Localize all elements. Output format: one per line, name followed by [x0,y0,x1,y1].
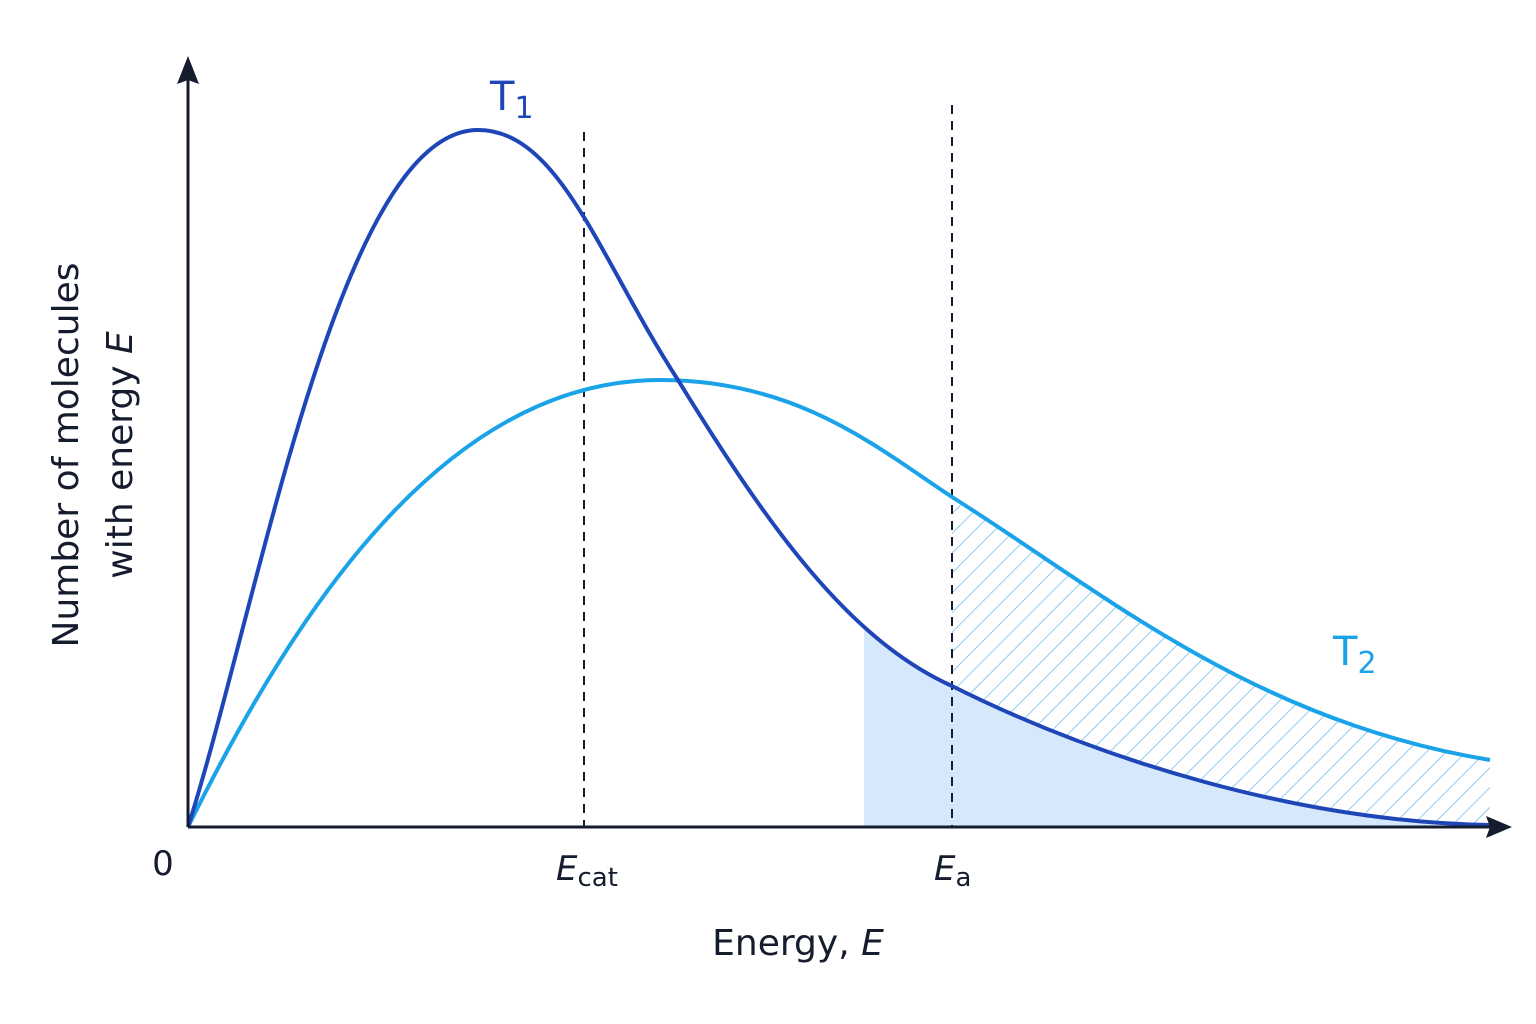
label: T [489,74,515,120]
subscript: 1 [514,91,533,126]
origin-label: 0 [152,844,174,884]
subscript: a [955,863,971,893]
symbol: E [861,923,884,964]
ea-label: Ea [934,849,971,893]
curve-t1 [186,127,1491,828]
y-arrow [177,56,199,84]
curve-t2 [186,377,1491,828]
y-label-line1: Number of molecules [46,263,87,648]
shaded-area [864,626,1490,827]
text: Energy, [712,923,861,964]
y-axis-label: Number of molecules with energy E [46,263,141,648]
symbol: E [934,849,956,889]
text: with energy [100,354,141,579]
subscript: cat [577,863,617,893]
ecat-label: Ecat [556,849,618,893]
t1-label: T1 [489,74,534,126]
x-axis-label: Energy, E [712,923,884,964]
label: T [1332,629,1358,675]
symbol: E [556,849,578,889]
subscript: 2 [1357,646,1376,681]
y-label-line2: with energy E [100,331,141,579]
t2-label: T2 [1332,629,1377,681]
x-arrow [1486,816,1512,838]
symbol: E [100,331,141,354]
